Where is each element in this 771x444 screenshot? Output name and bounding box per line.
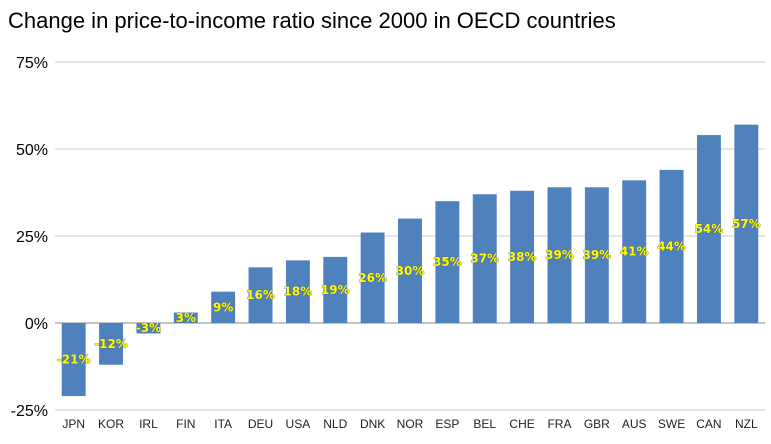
data-label-che: 38% [508, 250, 537, 264]
x-tick-label: CAN [696, 417, 721, 431]
data-label-aus: 41% [620, 245, 649, 259]
y-tick-label: 25% [16, 229, 48, 246]
bar-bel [472, 194, 497, 323]
data-label-fra: 39% [545, 248, 574, 262]
data-label-bel: 37% [470, 252, 499, 266]
y-tick-label: 0% [25, 316, 48, 333]
data-label-usa: 18% [284, 285, 313, 299]
x-tick-label: FRA [547, 417, 571, 431]
x-tick-label: FIN [176, 417, 195, 431]
bar-nor [398, 218, 422, 323]
x-axis: JPN KOR IRL FIN ITA DEU USA NLD DNK NOR ESP BEL CHE F… [62, 417, 758, 431]
x-tick-label: NZL [735, 417, 758, 431]
data-label-nld: 19% [321, 283, 350, 297]
data-label-irl: -3% [136, 321, 161, 335]
data-label-nzl: 57% [732, 217, 761, 231]
x-tick-label: AUS [622, 417, 647, 431]
x-tick-label: CHE [509, 417, 534, 431]
data-label-deu: 16% [246, 288, 275, 302]
bar-esp [435, 201, 460, 323]
bar-kor [99, 323, 124, 365]
data-labels: -21%-12% -3% 3% 9% 16% 18% 19% 26% 30% 35% 37% 38% 3… [57, 217, 761, 367]
bar-fin [173, 312, 198, 323]
x-tick-label: NLD [323, 417, 347, 431]
data-label-dnk: 26% [358, 271, 387, 285]
x-tick-label: ITA [214, 417, 232, 431]
data-label-jpn: -21% [57, 353, 91, 367]
bar-fra [547, 187, 572, 323]
bar-gbr [584, 187, 609, 323]
bar-nld [323, 256, 348, 323]
data-label-gbr: 39% [582, 248, 611, 262]
bar-ita [211, 291, 236, 323]
x-tick-label: NOR [397, 417, 424, 431]
bar-can [696, 135, 721, 323]
data-label-can: 54% [695, 222, 724, 236]
y-tick-label: 50% [16, 142, 48, 159]
x-tick-label: USA [286, 417, 311, 431]
y-tick-label: -25% [11, 403, 48, 420]
data-label-ita: 9% [213, 300, 233, 314]
bars [61, 124, 759, 397]
x-tick-label: ESP [435, 417, 459, 431]
chart-title: Change in price-to-income ratio since 20… [8, 8, 616, 33]
x-tick-label: SWE [658, 417, 685, 431]
bar-usa [285, 260, 310, 323]
bar-irl [136, 323, 161, 334]
y-tick-label: 75% [16, 55, 48, 72]
data-label-swe: 44% [657, 239, 686, 253]
bar-jpn [61, 323, 86, 397]
bar-dnk [360, 232, 385, 323]
data-label-nor: 30% [396, 264, 425, 278]
y-axis: 75% 50% 25% 0% -25% [11, 55, 48, 420]
bar-swe [659, 169, 684, 323]
data-label-fin: 3% [176, 311, 196, 325]
bar-che [510, 190, 535, 323]
x-tick-label: BEL [473, 417, 496, 431]
bar-aus [622, 180, 647, 323]
x-tick-label: GBR [584, 417, 610, 431]
x-tick-label: JPN [62, 417, 85, 431]
bar-nzl [734, 124, 759, 323]
x-tick-label: IRL [139, 417, 158, 431]
data-label-esp: 35% [433, 255, 462, 269]
x-tick-label: DNK [360, 417, 385, 431]
bar-deu [248, 267, 273, 323]
x-tick-label: KOR [98, 417, 124, 431]
data-label-kor: -12% [94, 337, 128, 351]
x-tick-label: DEU [248, 417, 273, 431]
